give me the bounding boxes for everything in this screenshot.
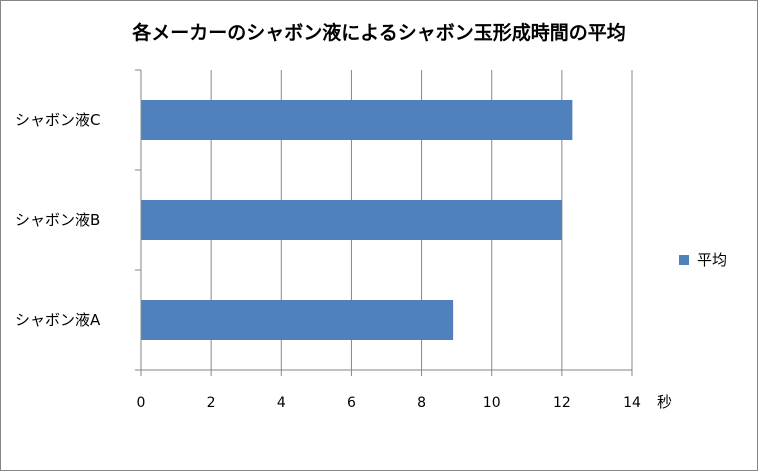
bars (141, 100, 573, 340)
x-tick-label: 0 (137, 395, 146, 411)
x-tick-label: 8 (417, 395, 426, 411)
chart-title: 各メーカーのシャボン液によるシャボン玉形成時間の平均 (132, 22, 626, 44)
x-tick-label: 6 (347, 395, 356, 411)
y-category-label: シャボン液A (15, 311, 101, 329)
bar (141, 200, 562, 240)
legend-label: 平均 (697, 251, 728, 269)
x-tick-label: 4 (277, 395, 286, 411)
axis-labels: 0 2 4 6 8 10 12 14 シャボン液A シャボン液B シャボン液C (15, 111, 641, 411)
legend-swatch (679, 254, 689, 265)
x-tick-label: 14 (623, 395, 641, 411)
y-category-label: シャボン液B (15, 211, 100, 229)
x-axis-unit-label: 秒 (657, 393, 673, 411)
axes (135, 69, 632, 371)
bar (141, 100, 573, 140)
x-tick-label: 12 (553, 395, 571, 411)
bar (141, 300, 454, 340)
y-category-label: シャボン液C (15, 111, 100, 129)
legend: 平均 (679, 249, 727, 270)
x-tick-label: 10 (483, 395, 501, 411)
x-tick-label: 2 (207, 395, 216, 411)
